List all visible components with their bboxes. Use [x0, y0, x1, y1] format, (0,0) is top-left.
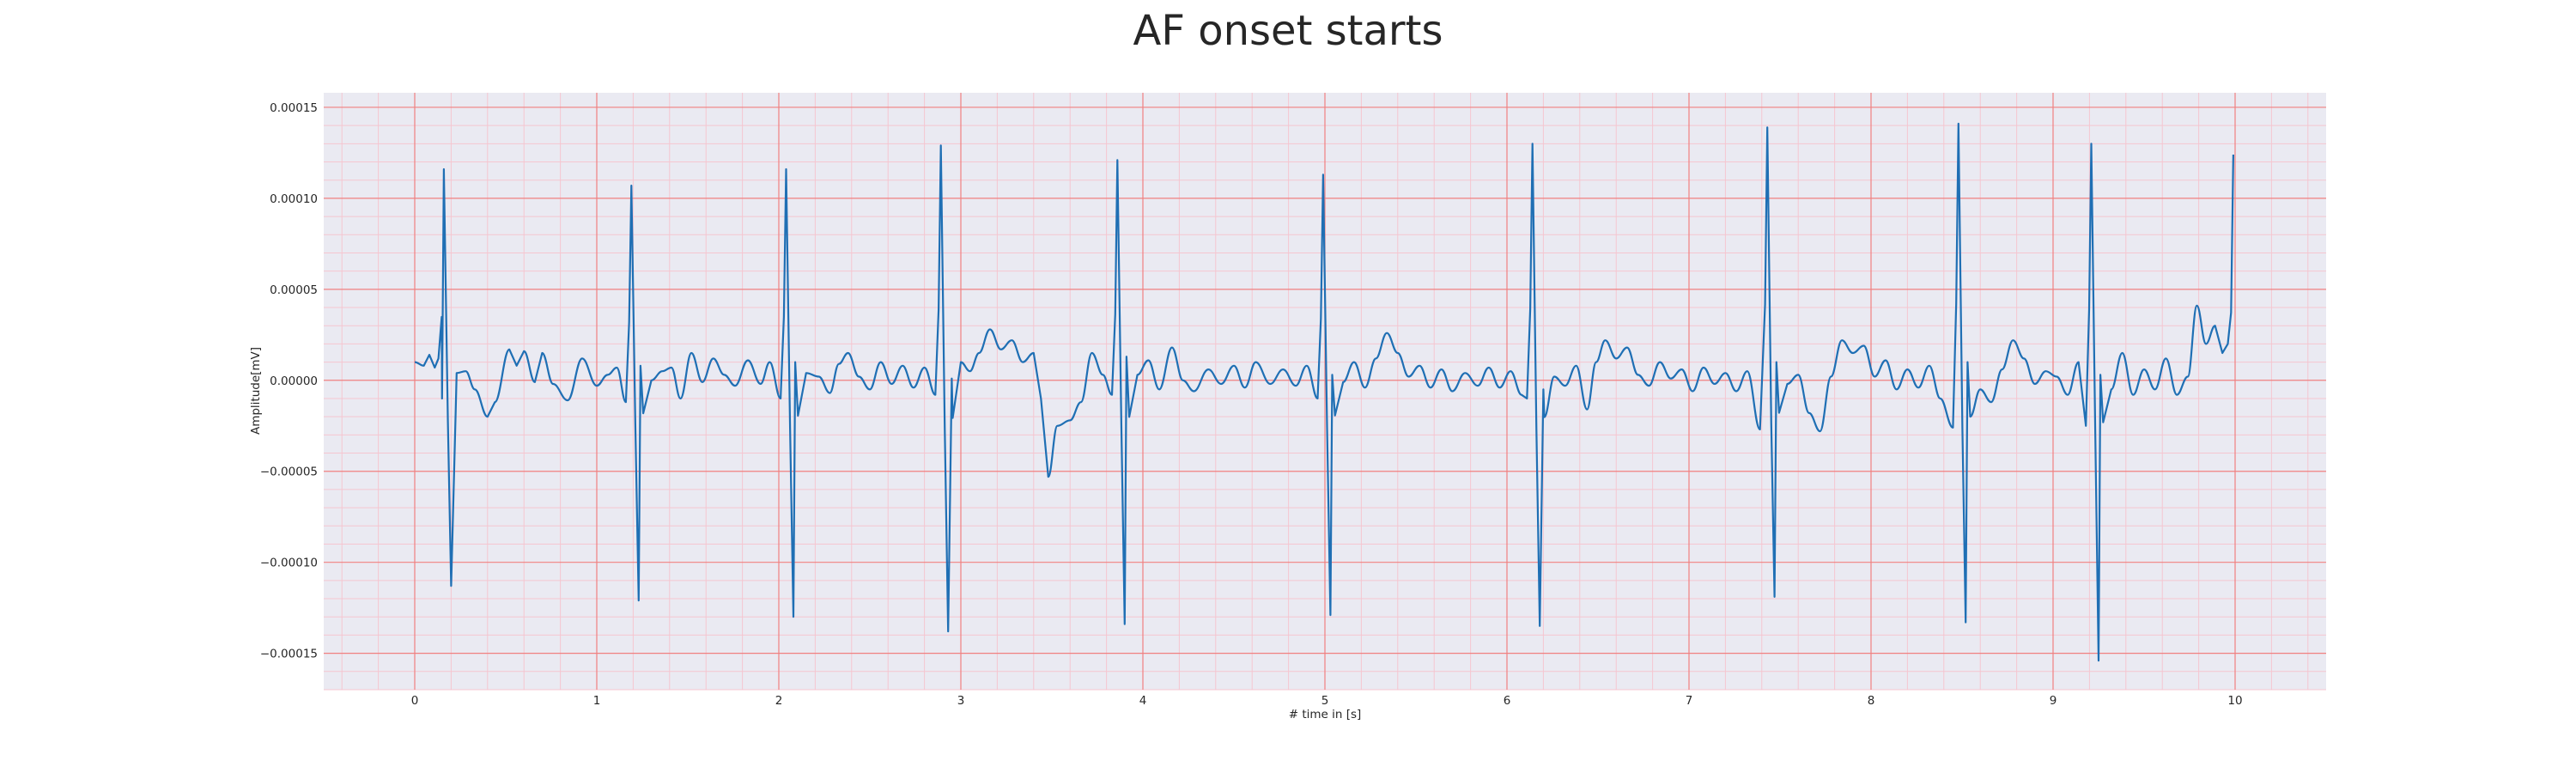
x-tick-label: 8 [1868, 694, 1875, 708]
y-tick-label: −0.00015 [260, 648, 318, 661]
x-tick-label: 5 [1321, 694, 1329, 708]
x-tick-label: 2 [775, 694, 783, 708]
x-axis-ticks: 0 1 2 3 4 5 6 7 8 9 10 [411, 694, 2243, 708]
chart-title: AF onset starts [1133, 7, 1443, 55]
y-tick-label: −0.00010 [260, 557, 318, 570]
major-grid [324, 93, 2326, 690]
y-tick-label: 0.00015 [270, 101, 318, 115]
x-tick-label: 10 [2227, 694, 2242, 708]
y-tick-label: 0.00010 [270, 192, 318, 206]
y-axis-ticks: −0.00015 −0.00010 −0.00005 0.00000 0.00005 0.… [260, 101, 318, 661]
x-tick-label: 4 [1139, 694, 1147, 708]
x-tick-label: 7 [1686, 694, 1693, 708]
x-tick-label: 0 [411, 694, 419, 708]
x-tick-label: 9 [2050, 694, 2057, 708]
y-tick-label: −0.00005 [260, 466, 318, 479]
x-tick-label: 1 [593, 694, 601, 708]
y-tick-label: 0.00000 [270, 374, 318, 388]
x-axis-label: # time in [s] [1289, 708, 1362, 721]
ecg-series-line [414, 122, 2234, 662]
y-axis-label: Amplitude[mV] [249, 347, 263, 435]
y-tick-label: 0.00005 [270, 283, 318, 297]
x-tick-label: 3 [957, 694, 965, 708]
x-tick-label: 6 [1504, 694, 1511, 708]
